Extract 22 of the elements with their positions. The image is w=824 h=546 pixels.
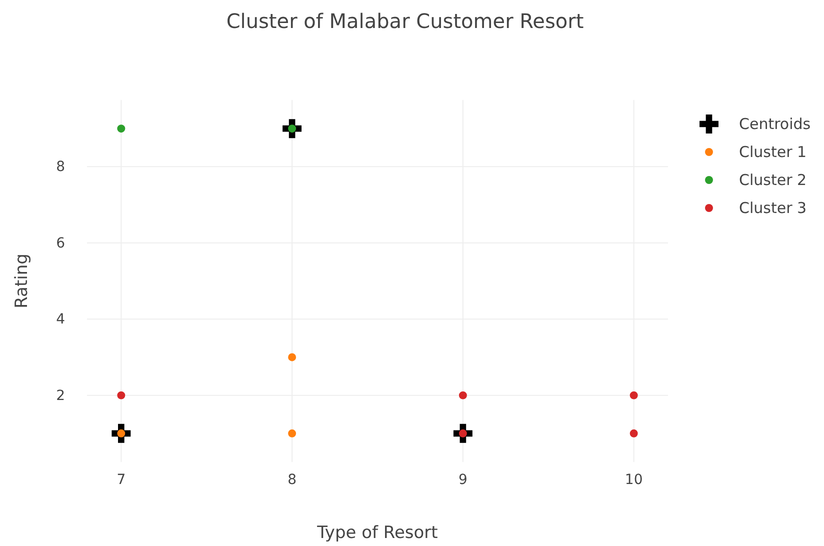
y-tick-label: 6 (56, 235, 66, 252)
point (288, 429, 296, 438)
legend-label: Cluster 3 (739, 199, 807, 217)
point (630, 429, 638, 438)
chart-title: Cluster of Malabar Customer Resort (226, 9, 584, 33)
point (117, 391, 126, 400)
x-tick-label: 10 (624, 472, 643, 488)
y-tick-label: 2 (56, 388, 65, 404)
legend-label: Cluster 1 (739, 143, 807, 161)
legend-label: Cluster 2 (739, 171, 807, 189)
x-tick-label: 8 (288, 472, 297, 488)
point (117, 124, 126, 133)
x-tick-label: 7 (116, 472, 126, 488)
point (458, 391, 467, 400)
y-tick-label: 8 (56, 159, 65, 176)
point (630, 391, 638, 400)
point (288, 353, 296, 362)
legend-label: Centroids (739, 115, 811, 133)
y-axis-title: Rating (12, 254, 32, 308)
x-axis-title: Type of Resort (316, 523, 438, 543)
y-tick-label: 4 (56, 312, 66, 328)
x-tick-label: 9 (458, 472, 468, 488)
